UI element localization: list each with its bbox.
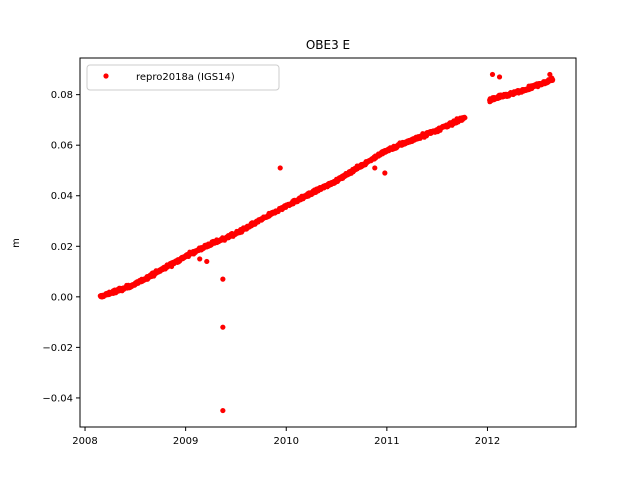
outlier-point [197,256,203,262]
outlier-point [220,276,226,282]
outlier-point [220,324,226,330]
data-point [550,77,556,83]
y-axis: −0.04 −0.02 0.00 0.02 0.04 0.06 0.08 [42,90,80,404]
plot-frame [79,57,577,428]
outlier-point [382,170,388,176]
legend-box [86,64,280,91]
y-tick-label: 0.00 [51,292,73,303]
x-tick-label: 2008 [72,436,97,447]
y-tick-label: −0.02 [42,343,73,354]
outlier-point [220,407,226,414]
data-point [462,115,468,121]
outlier-point [489,71,496,78]
x-tick-label: 2012 [475,436,500,447]
chart-title: OBE3 E [306,38,350,52]
outlier-point [372,165,378,171]
outlier-point [277,165,283,171]
x-tick-label: 2011 [374,436,399,447]
legend-label: repro2018a (IGS14) [136,72,235,83]
y-tick-label: 0.02 [51,242,73,253]
outlier-point [547,71,553,78]
legend: repro2018a (IGS14) [86,64,280,91]
y-axis-label: m [11,238,22,248]
y-tick-label: 0.06 [51,141,73,152]
x-tick-label: 2010 [274,436,299,447]
x-tick-label: 2009 [173,436,198,447]
y-tick-label: 0.08 [51,90,73,101]
y-tick-label: 0.04 [51,191,73,202]
data-points [97,71,556,414]
outlier-point [496,74,503,80]
legend-marker [103,73,109,79]
y-tick-label: −0.04 [42,393,73,404]
x-axis: 2008 2009 2010 2011 2012 [72,427,500,447]
outlier-point [204,258,210,265]
